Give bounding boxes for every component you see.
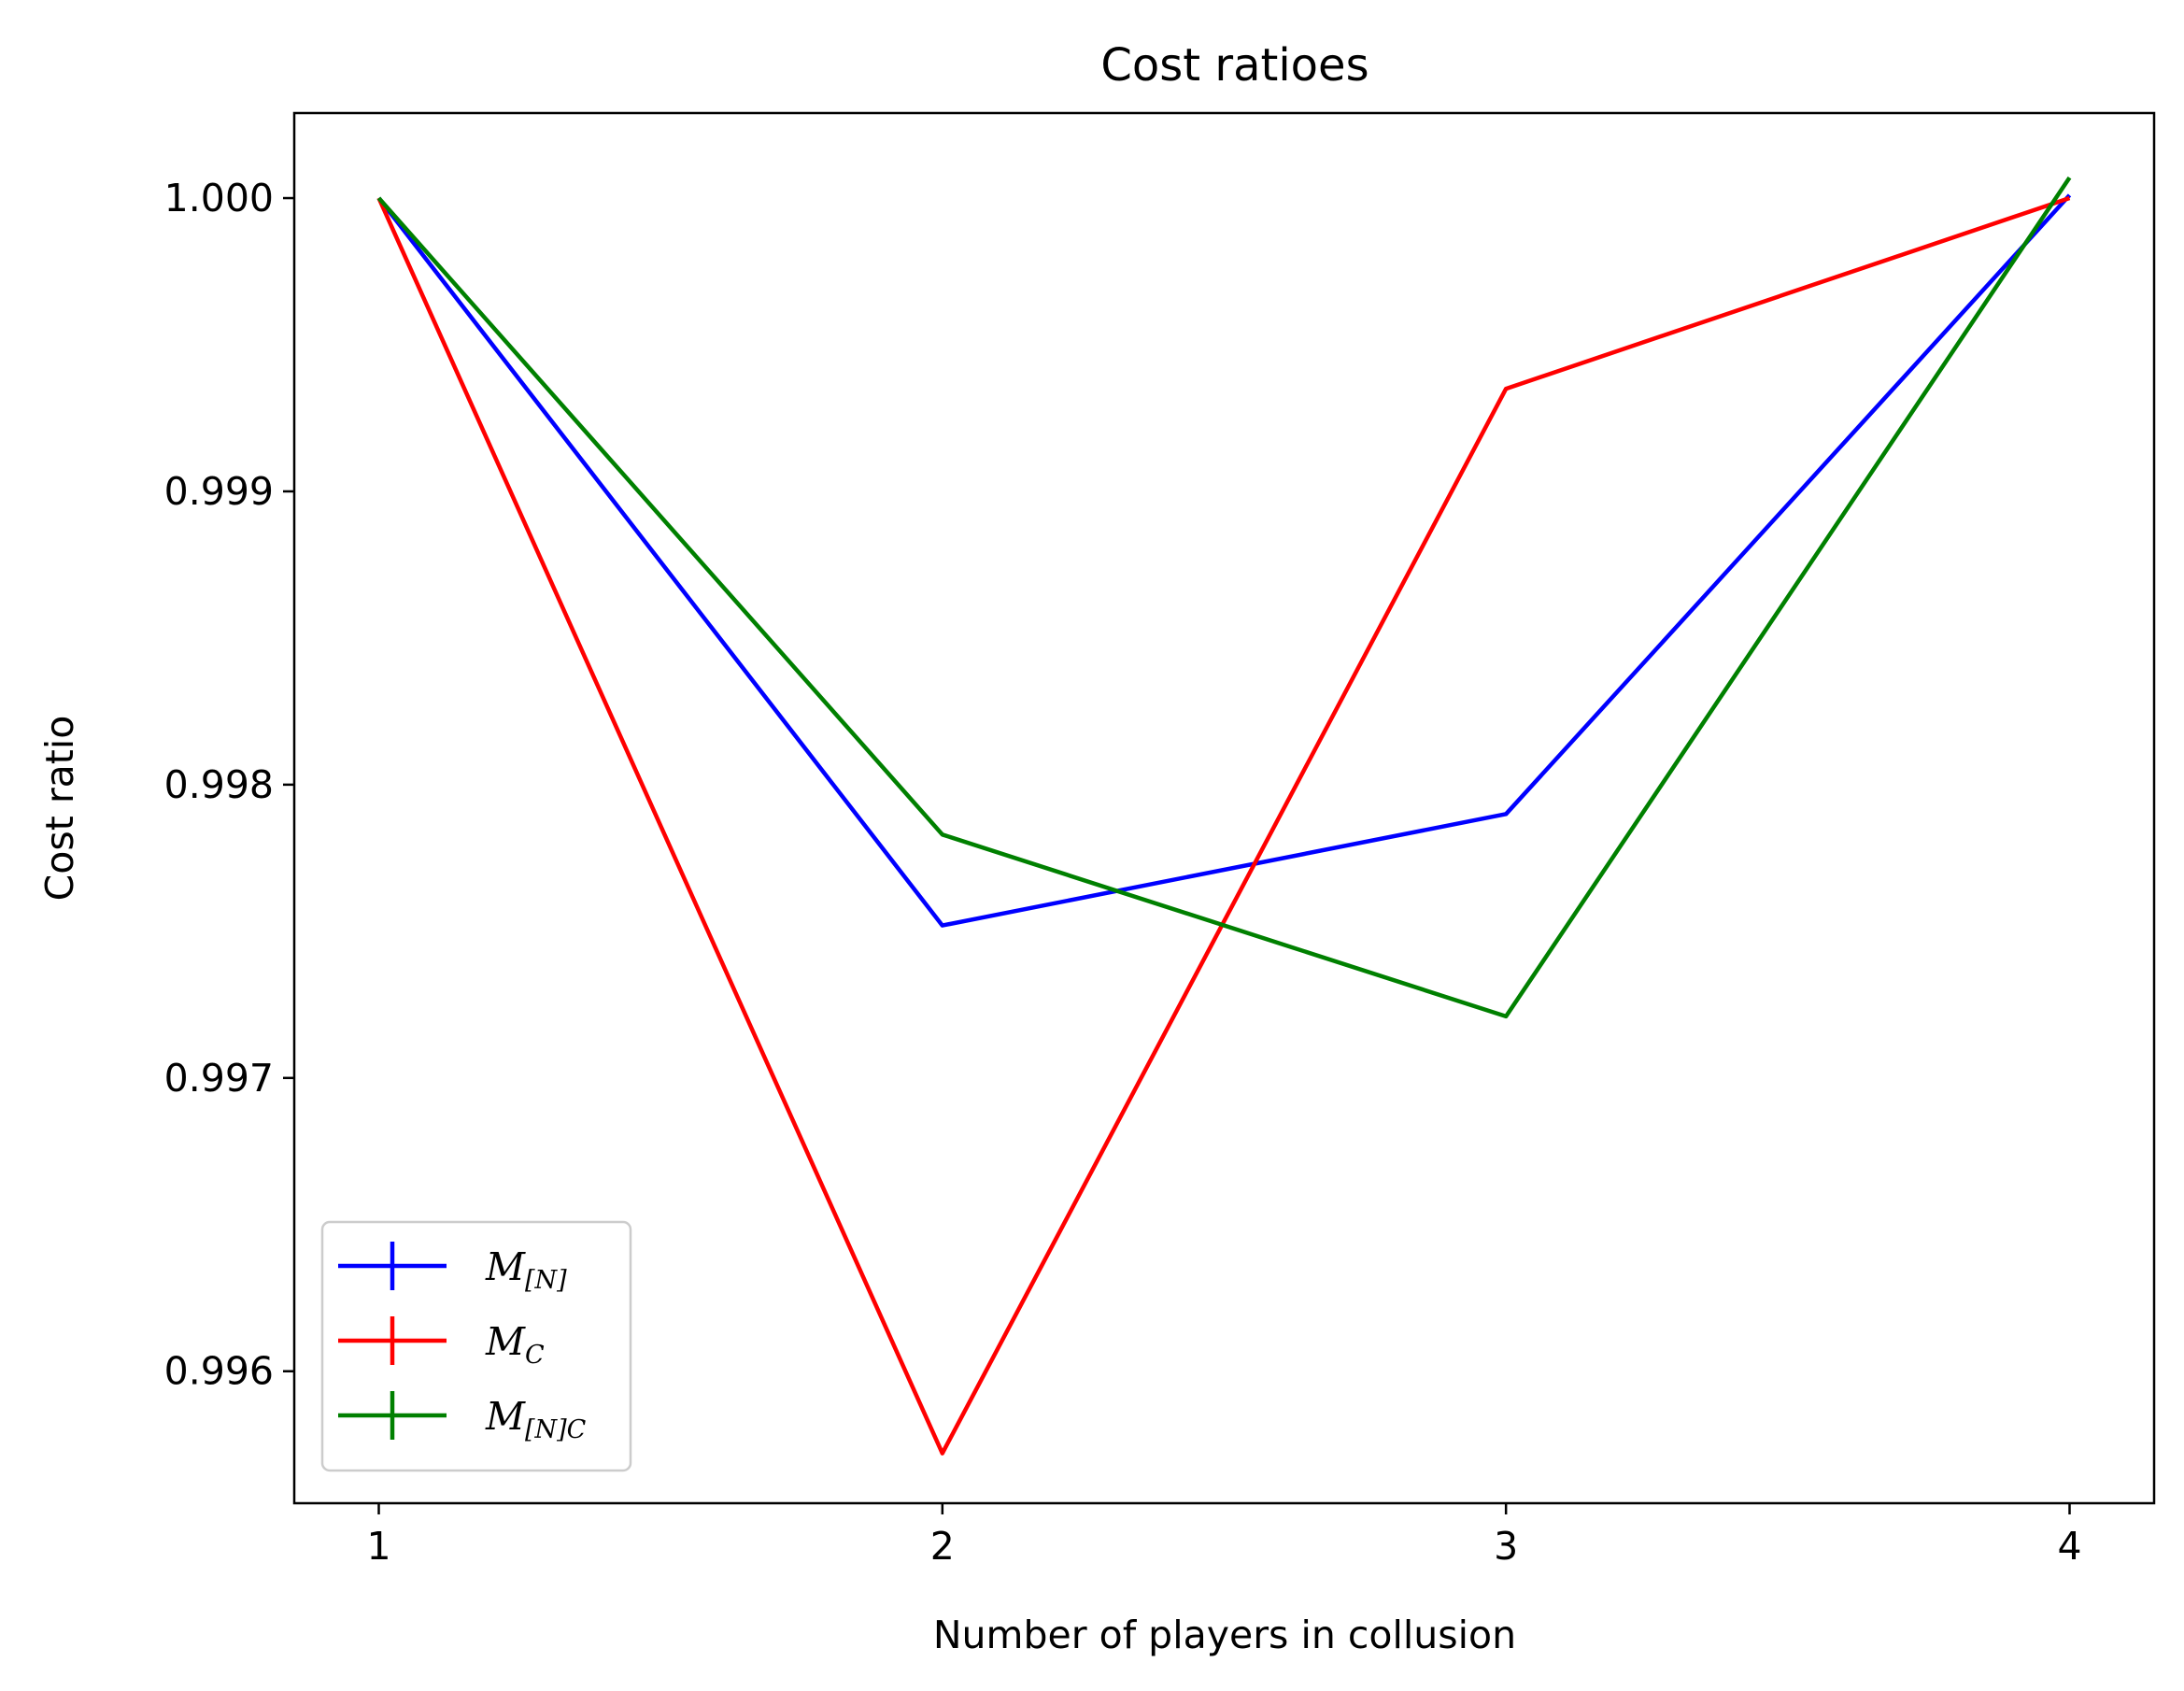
y-tick-label: 0.996 bbox=[164, 1349, 274, 1394]
series-layer bbox=[376, 176, 2072, 1456]
chart-title: Cost ratioes bbox=[1100, 39, 1369, 92]
x-tick-label: 2 bbox=[930, 1524, 955, 1569]
legend-label-3: M[N]C bbox=[485, 1394, 587, 1444]
y-axis: 0.996 0.997 0.998 0.999 1.000 bbox=[164, 176, 294, 1394]
x-tick-label: 4 bbox=[2057, 1524, 2081, 1569]
y-tick-label: 1.000 bbox=[164, 176, 274, 220]
x-tick-label: 1 bbox=[366, 1524, 390, 1569]
legend: M[N] MC M[N]C bbox=[320, 1220, 632, 1472]
y-tick-label: 0.997 bbox=[164, 1056, 274, 1101]
x-axis-label: Number of players in collusion bbox=[933, 1613, 1516, 1657]
y-tick-label: 0.999 bbox=[164, 469, 274, 514]
x-axis: 1 2 3 4 bbox=[366, 1503, 2082, 1569]
y-tick-label: 0.998 bbox=[164, 762, 274, 807]
legend-frame bbox=[320, 1220, 632, 1472]
y-axis-label: Cost ratio bbox=[37, 716, 82, 902]
series-line-3 bbox=[376, 176, 2072, 1019]
legend-label-2: MC bbox=[485, 1319, 545, 1370]
legend-label-1: M[N] bbox=[485, 1244, 567, 1295]
plot-frame bbox=[292, 111, 2156, 1505]
series-line-1 bbox=[376, 193, 2072, 928]
x-tick-label: 3 bbox=[1494, 1524, 1518, 1569]
series-line-2 bbox=[376, 195, 2071, 1456]
